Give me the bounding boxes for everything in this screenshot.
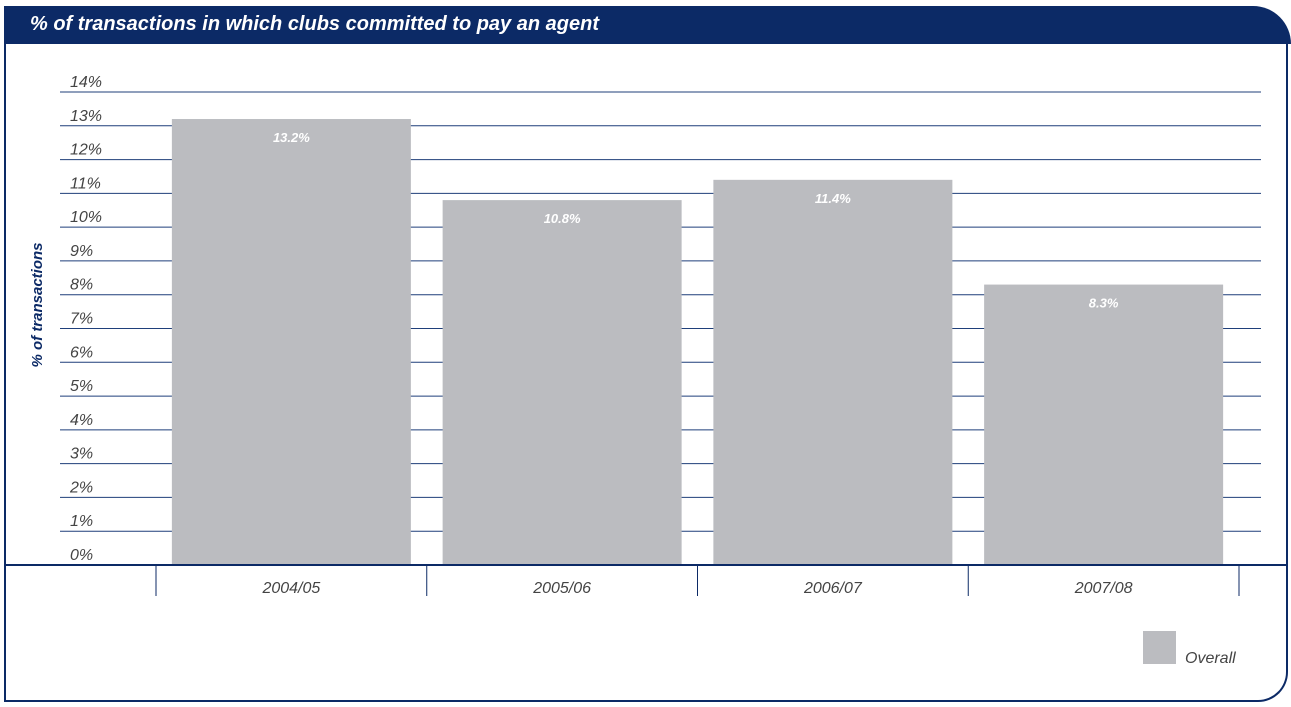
legend-label: Overall	[1185, 650, 1236, 667]
x-category-label: 2006/07	[803, 580, 863, 597]
x-category-label: 2004/05	[261, 580, 320, 597]
legend-swatch	[1143, 631, 1176, 664]
y-tick-label: 0%	[70, 547, 93, 564]
legend: Overall	[1143, 631, 1236, 667]
y-tick-label: 1%	[70, 513, 93, 530]
bar-value-label: 10.8%	[544, 211, 581, 226]
y-tick-label: 9%	[70, 243, 93, 260]
y-tick-label: 2%	[69, 479, 93, 496]
x-category-label: 2007/08	[1074, 580, 1133, 597]
x-axis	[4, 564, 1288, 596]
chart-border	[4, 44, 1288, 702]
data-labels: 13.2% 10.8% 11.4% 8.3%	[273, 130, 1119, 311]
y-tick-label: 10%	[70, 209, 102, 226]
y-tick-label: 7%	[70, 311, 93, 328]
y-tick-label: 14%	[70, 74, 102, 91]
bar-value-label: 8.3%	[1089, 296, 1119, 311]
chart-header: % of transactions in which clubs committ…	[4, 6, 1291, 44]
bar-value-label: 11.4%	[815, 191, 851, 206]
chart-title: % of transactions in which clubs committ…	[30, 13, 599, 35]
y-tick-label: 3%	[70, 446, 93, 463]
y-tick-label: 6%	[70, 344, 93, 361]
bar	[984, 284, 1224, 565]
bars	[171, 119, 1224, 566]
bar	[171, 119, 411, 566]
y-tick-label: 8%	[70, 277, 93, 294]
category-labels: 2004/05 2005/06 2006/07 2007/08	[261, 580, 1132, 597]
bar	[442, 200, 682, 565]
bar	[713, 179, 953, 566]
y-axis-ticks: 0% 1% 2% 3% 4% 5% 6% 7% 8% 9% 10% 11% 12% 13% 14%	[69, 74, 102, 564]
y-tick-label: 13%	[70, 108, 102, 125]
x-category-label: 2005/06	[532, 580, 591, 597]
y-tick-label: 11%	[70, 175, 101, 192]
y-tick-label: 5%	[70, 378, 93, 395]
y-tick-label: 4%	[70, 412, 93, 429]
bar-value-label: 13.2%	[273, 130, 310, 145]
y-tick-label: 12%	[70, 142, 102, 159]
y-axis-label: % of transactions	[29, 242, 46, 367]
